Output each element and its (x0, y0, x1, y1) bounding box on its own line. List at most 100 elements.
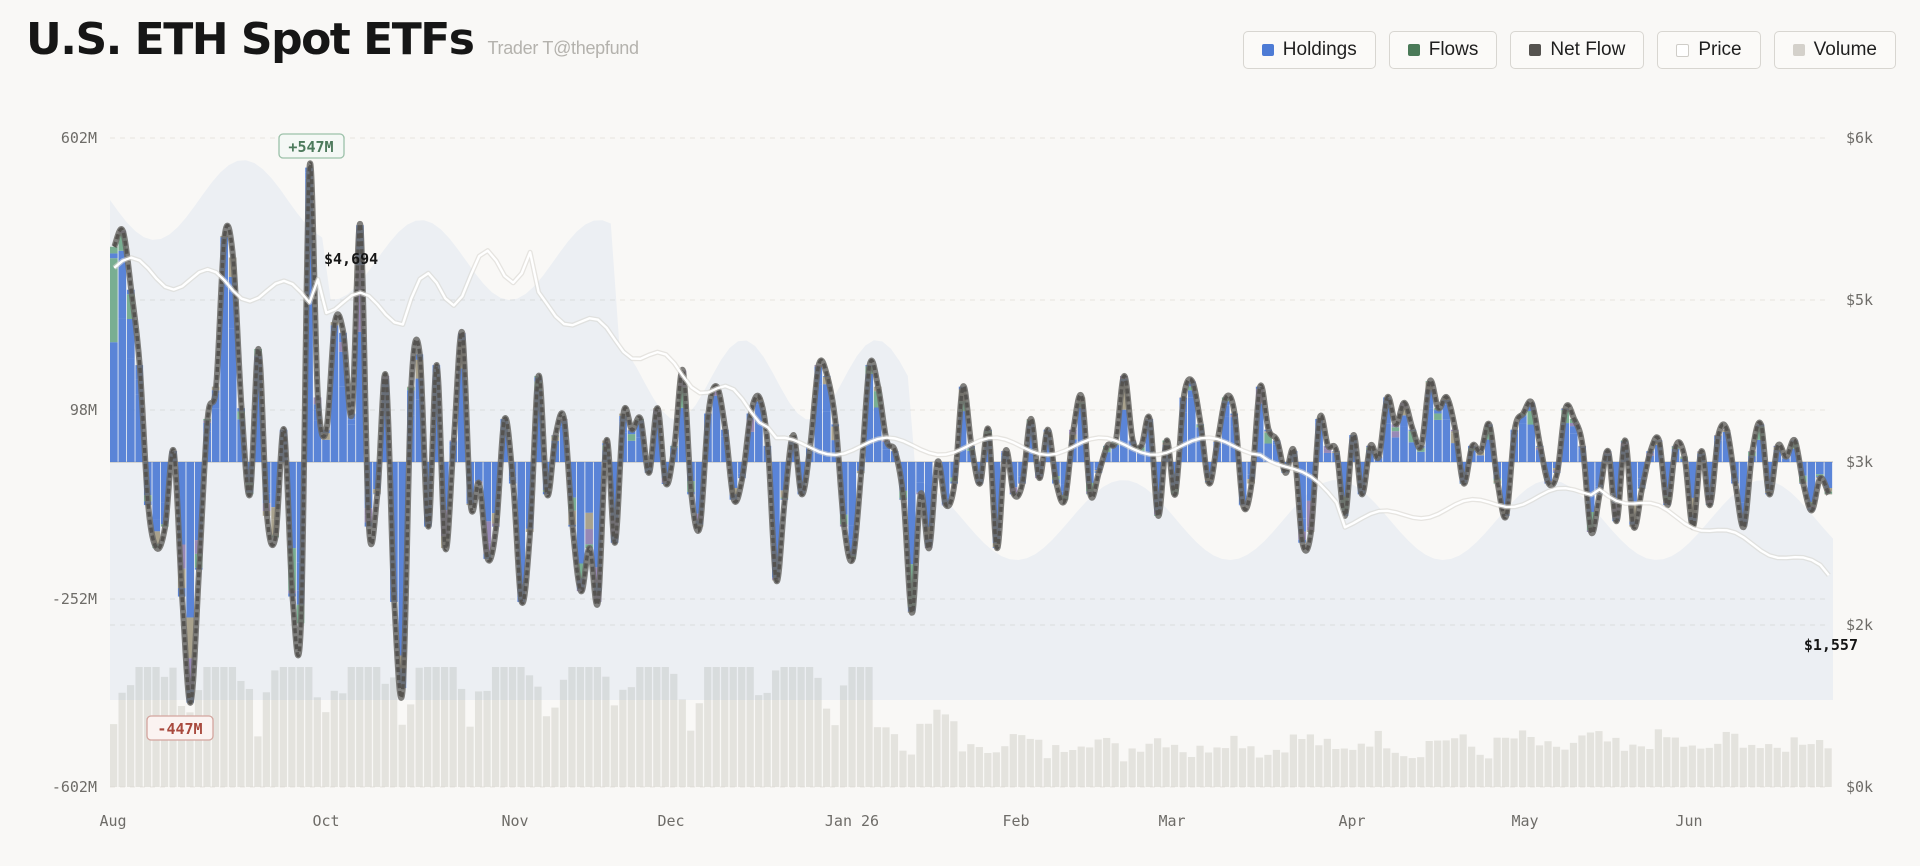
right-tick-label: $5k (1846, 291, 1873, 309)
volume-bar (1272, 749, 1281, 787)
volume-bar (1077, 746, 1085, 787)
volume-bar (1187, 756, 1196, 787)
volume-bar (415, 667, 423, 787)
price-line-path (113, 249, 1830, 577)
flow-bar-segment (458, 368, 466, 462)
volume-bar (1052, 745, 1060, 787)
volume-bar (1111, 743, 1119, 787)
volume-bar (763, 692, 771, 787)
flow-bar-segment (1298, 462, 1306, 519)
flow-bar-segment (772, 462, 780, 562)
volume-bar (525, 675, 534, 787)
volume-bar (118, 692, 126, 787)
flow-bar-segment (152, 519, 161, 532)
flow-bar-segment (848, 525, 857, 540)
flow-bar-segment (1383, 423, 1391, 462)
volume-bar (661, 667, 669, 787)
flow-bar-segment (882, 449, 891, 462)
legend-label: Holdings (1282, 39, 1357, 60)
volume-bar (237, 680, 245, 787)
volume-bar (508, 667, 517, 787)
volume-bar (1026, 738, 1034, 787)
chart-title: U.S. ETH Spot ETFs (26, 14, 475, 65)
volume-bar (1179, 752, 1187, 787)
legend-net-flow-button[interactable]: Net Flow (1510, 31, 1645, 69)
flows-swatch (1407, 44, 1420, 56)
flow-bar-segment (627, 440, 636, 462)
price-line (112, 248, 1831, 577)
flow-bar-segment (1187, 397, 1196, 462)
legend: Holdings Flows Net Flow Price Volume (1242, 31, 1896, 69)
volume-bar (1714, 743, 1722, 787)
flow-bar-segment (789, 440, 797, 462)
volume-bar (568, 667, 576, 787)
flow-bar-segment (839, 462, 848, 502)
volume-bar (1722, 731, 1730, 787)
x-tick-label: Feb (1002, 812, 1029, 830)
right-tick-label: $0k (1846, 778, 1873, 796)
volume-bar (1518, 730, 1527, 787)
legend-label: Price (1698, 39, 1742, 60)
flow-bar-segment (1120, 409, 1128, 462)
volume-bar (220, 667, 228, 787)
flow-bar-segment (916, 462, 924, 483)
flow-bar-segment (534, 390, 543, 462)
flow-bar-segment (576, 563, 585, 579)
legend-volume-button[interactable]: Volume (1773, 31, 1896, 69)
flow-bar-segment (1306, 462, 1315, 501)
right-tick-label: $3k (1846, 453, 1873, 471)
volume-bar (797, 667, 805, 787)
volume-bar (585, 667, 593, 787)
volume-bar (1332, 749, 1340, 787)
volume-bar (551, 707, 559, 787)
legend-holdings-button[interactable]: Holdings (1242, 31, 1376, 69)
flow-bar-segment (1527, 424, 1536, 462)
x-tick-label: May (1511, 812, 1538, 830)
volume-bar (924, 723, 933, 787)
volume-bar (856, 667, 865, 787)
flow-bar-segment (347, 419, 356, 425)
volume-bar (1425, 741, 1433, 787)
flow-bar-segment (1391, 437, 1400, 462)
volume-bar (126, 685, 135, 787)
volume-bar (474, 691, 483, 787)
flow-bar-segment (1485, 439, 1493, 462)
legend-flows-button[interactable]: Flows (1388, 31, 1498, 69)
flow-bar-segment (992, 462, 1001, 535)
volume-bar (500, 667, 508, 787)
volume-bar (186, 712, 194, 787)
volume-bar (559, 679, 568, 787)
volume-bar (1009, 734, 1017, 787)
volume-bar (1281, 752, 1289, 787)
max-flow-label: +547M (288, 138, 333, 156)
flow-bar-segment (1434, 413, 1442, 420)
right-axis: $6k $5k $3k $2k $0k (1846, 129, 1873, 796)
flow-bar-segment (1255, 403, 1264, 462)
right-tick-label: $6k (1846, 129, 1873, 147)
volume-bar (899, 750, 907, 787)
flow-bar-segment (1120, 384, 1128, 410)
chart-header: U.S. ETH Spot ETFs Trader T@thepfund (26, 14, 639, 65)
volume-bar (1298, 739, 1306, 787)
flow-bar-segment (907, 462, 916, 565)
flow-bar-segment (814, 384, 823, 462)
flow-bar-segment (822, 384, 831, 412)
holdings-swatch (1261, 44, 1274, 56)
flow-bar-segment (517, 462, 526, 560)
volume-bar (1323, 738, 1331, 787)
volume-bar (135, 667, 143, 787)
legend-label: Flows (1428, 39, 1479, 60)
flow-bar-segment (755, 404, 763, 422)
volume-bar (1400, 756, 1408, 787)
legend-price-button[interactable]: Price (1657, 31, 1761, 69)
volume-bar (373, 667, 381, 787)
volume-bar (110, 724, 118, 787)
flow-bar-segment (135, 394, 144, 462)
net-flow-swatch (1529, 44, 1542, 56)
left-tick-label: 602M (61, 129, 97, 147)
volume-bar (1204, 752, 1213, 787)
volume-bar (177, 706, 186, 787)
volume-swatch (1792, 44, 1805, 56)
volume-bar (1756, 748, 1764, 787)
